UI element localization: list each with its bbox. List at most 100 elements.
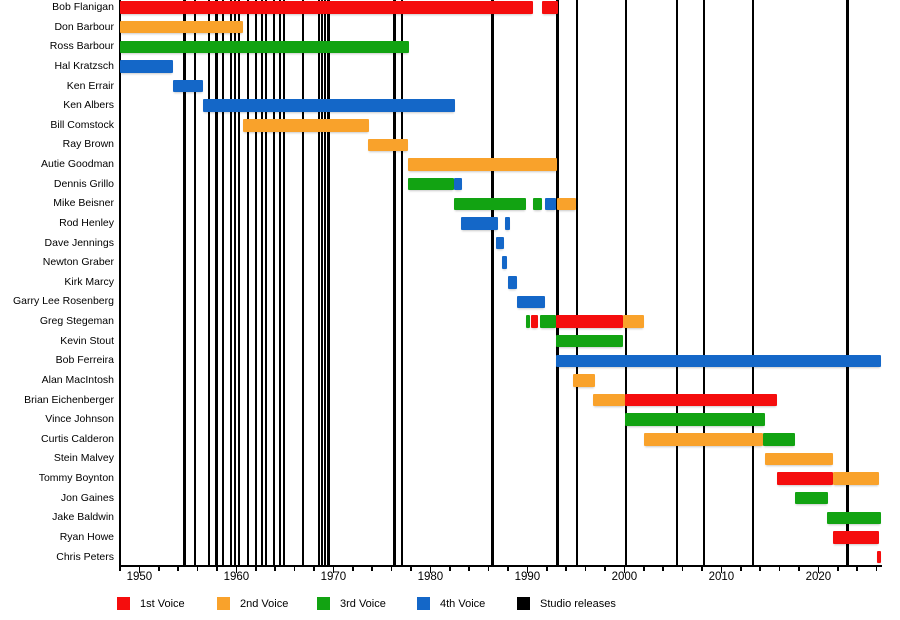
axis-year-label: 2000 — [611, 571, 638, 583]
x-axis-major-tick — [817, 567, 820, 573]
studio-release-line — [208, 0, 211, 565]
axis-year-label: 1970 — [320, 571, 347, 583]
voice-bar-2nd — [120, 20, 244, 34]
voice-bar-2nd — [623, 315, 644, 328]
voice-bar-4th — [120, 60, 174, 73]
legend: 1st Voice 2nd Voice 3rd Voice 4th Voice … — [0, 594, 900, 616]
voice-bar-2nd — [643, 433, 764, 446]
voice-bar-1st — [776, 472, 833, 485]
voice-bar-4th — [461, 217, 499, 230]
axis-year-label: 1950 — [126, 571, 153, 583]
x-axis-minor-tick — [487, 567, 490, 571]
studio-release-line — [491, 0, 494, 565]
legend-label: 1st Voice — [140, 597, 185, 610]
voice-bar-3rd — [625, 413, 766, 426]
x-axis-major-tick — [332, 567, 335, 573]
member-label: Chris Peters — [56, 550, 114, 563]
voice-bar-2nd — [556, 197, 576, 210]
studio-release-line — [261, 0, 264, 565]
voice-bar-2nd — [243, 119, 370, 132]
studio-release-line — [272, 0, 275, 565]
studio-release-line — [401, 0, 404, 565]
voice-bar-2nd — [408, 158, 558, 171]
member-label: Bob Ferreira — [55, 354, 114, 367]
x-axis-minor-tick — [681, 567, 684, 571]
studio-release-line — [230, 0, 233, 565]
voice-bar-1st — [531, 315, 539, 328]
axis-year-label: 1990 — [514, 571, 541, 583]
x-axis-minor-tick — [313, 567, 315, 571]
voice-bar-1st — [542, 1, 558, 14]
member-label: Dennis Grillo — [53, 177, 114, 190]
2nd-voice-swatch — [217, 597, 230, 610]
x-axis-minor-tick — [604, 567, 606, 571]
x-axis-minor-tick — [410, 567, 412, 571]
member-label: Brian Eichenberger — [24, 393, 114, 406]
member-label: Rod Henley — [59, 216, 114, 229]
member-label: Greg Stegeman — [39, 315, 114, 327]
x-axis-minor-tick — [740, 567, 742, 571]
x-axis-minor-tick — [778, 567, 781, 571]
x-axis-minor-tick — [701, 567, 703, 571]
x-axis-minor-tick — [837, 567, 839, 571]
studio-release-line — [246, 0, 250, 565]
member-label: Tommy Boynton — [38, 472, 114, 484]
x-axis-major-tick — [235, 567, 238, 573]
member-label: Kevin Stout — [60, 334, 114, 347]
x-axis-line — [119, 565, 882, 567]
x-axis-major-tick — [720, 567, 723, 573]
member-label: Bob Flanigan — [52, 1, 114, 13]
x-axis-minor-tick — [546, 567, 548, 571]
voice-bar-1st — [832, 531, 880, 544]
axis-year-label: 2020 — [805, 571, 832, 583]
axis-year-label: 1960 — [223, 571, 250, 583]
member-label: Curtis Calderon — [41, 432, 114, 445]
x-axis-minor-tick — [293, 567, 296, 571]
member-label: Bill Comstock — [50, 118, 114, 131]
x-axis-minor-tick — [177, 567, 179, 571]
voice-bar-3rd — [555, 334, 624, 348]
studio-release-line — [237, 0, 240, 565]
studio-release-line — [233, 0, 236, 565]
x-axis-minor-tick — [119, 567, 121, 571]
voice-bar-4th — [516, 295, 545, 309]
studio-release-line — [575, 0, 578, 565]
studio-releases-swatch — [517, 597, 530, 610]
studio-release-line — [221, 0, 224, 565]
x-axis-major-tick — [526, 567, 529, 573]
studio-release-line — [193, 0, 196, 565]
x-axis-major-tick — [429, 567, 432, 573]
axis-year-label: 1980 — [417, 571, 444, 583]
member-label: Newton Graber — [42, 256, 114, 269]
member-label: Kirk Marcy — [64, 275, 114, 288]
voice-bar-2nd — [593, 393, 626, 407]
voice-bar-1st — [555, 315, 624, 328]
studio-release-line — [278, 0, 282, 565]
x-axis-major-tick — [623, 567, 626, 573]
1st-voice-swatch — [117, 597, 130, 610]
voice-bar-4th — [173, 79, 204, 93]
4th-voice-swatch — [417, 597, 430, 610]
voice-bar-3rd — [408, 177, 454, 191]
studio-release-line — [318, 0, 321, 565]
x-axis-minor-tick — [643, 567, 645, 571]
voice-bar-4th — [555, 354, 882, 367]
studio-release-line — [675, 0, 678, 565]
voice-bar-2nd — [832, 472, 880, 485]
x-axis-minor-tick — [798, 567, 800, 571]
studio-release-line — [752, 0, 755, 565]
studio-release-line — [264, 0, 268, 565]
studio-release-line — [321, 0, 324, 565]
member-label: Ken Albers — [63, 99, 114, 112]
x-axis-minor-tick — [255, 567, 257, 571]
x-axis-minor-tick — [584, 567, 587, 571]
member-label: Jake Baldwin — [52, 511, 114, 524]
studio-release-line — [556, 0, 559, 565]
voice-bar-2nd — [368, 138, 409, 152]
voice-bar-3rd — [533, 197, 542, 210]
x-axis-minor-tick — [875, 567, 878, 571]
studio-release-line — [327, 0, 330, 565]
voice-bar-3rd — [763, 433, 796, 446]
voice-bar-4th — [453, 177, 463, 191]
